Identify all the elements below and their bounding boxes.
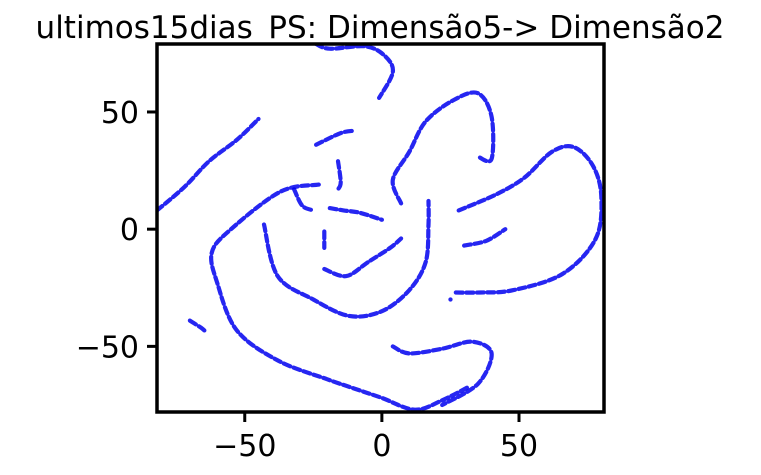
point-trail-6 (335, 159, 343, 192)
point-trail-16 (187, 318, 209, 335)
y-tick-label: −50 (76, 330, 139, 365)
point-trail-12 (451, 144, 604, 295)
y-axis: 50 0 −50 (76, 96, 157, 365)
point-trail-1 (157, 116, 261, 213)
point-trail-11 (390, 90, 496, 206)
point-trail-3 (209, 182, 472, 412)
x-tick-label: 50 (500, 429, 538, 464)
x-axis: −50 0 50 (213, 412, 538, 464)
chart-title: ultimos15dias_PS: Dimensão5-> Dimensão2 (36, 10, 725, 46)
y-tick-label: 0 (120, 213, 139, 248)
x-tick-label: −50 (213, 429, 276, 464)
point-trail-2 (314, 128, 357, 147)
y-tick-label: 50 (101, 96, 139, 131)
point-trail-8 (261, 198, 431, 319)
point-trail-10 (314, 44, 396, 100)
point-trail-4 (327, 206, 384, 222)
point-trail-15 (390, 339, 494, 408)
point-trail-14 (462, 227, 508, 248)
point-trail-9 (322, 236, 404, 279)
point-trail-5 (292, 187, 316, 213)
x-tick-label: 0 (372, 429, 391, 464)
plot-area (157, 44, 604, 412)
